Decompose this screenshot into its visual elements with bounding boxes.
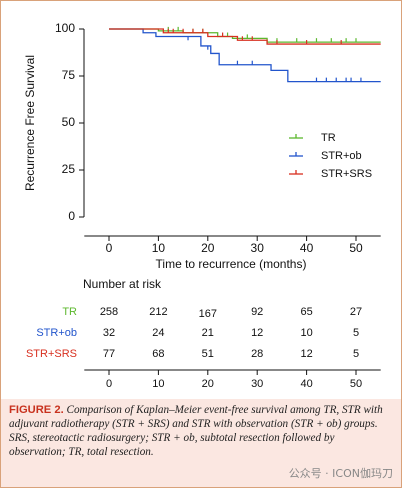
- y-tick-label: 100: [55, 21, 75, 35]
- risk-count: 24: [152, 327, 164, 339]
- watermark: 公众号 · ICON伽玛刀: [288, 467, 393, 480]
- risk-row-label: STR+ob: [36, 327, 77, 339]
- x-label: Time to recurrence (months): [156, 257, 307, 271]
- risk-count: 77: [103, 348, 115, 360]
- caption-text: Comparison of Kaplan–Meier event-free su…: [9, 404, 383, 458]
- risk-row-label: STR+SRS: [26, 348, 77, 360]
- chart: Recurrence Free Survival Time to recurre…: [23, 21, 381, 390]
- risk-row-label: TR: [62, 306, 77, 318]
- survival-curve: [109, 28, 381, 43]
- risk-count: 212: [149, 306, 167, 318]
- risk-count: 12: [300, 348, 312, 360]
- risk-count: 12: [251, 327, 263, 339]
- y-tick-label: 0: [68, 209, 75, 223]
- risk-count: 27: [350, 306, 362, 318]
- risk-count: 32: [103, 327, 115, 339]
- x-tick-label: 50: [349, 241, 363, 255]
- legend-label: TR: [321, 132, 336, 144]
- risk-count: 21: [202, 327, 214, 339]
- risk-count: 68: [152, 348, 164, 360]
- risk-time-label: 20: [202, 378, 214, 390]
- risk-count: 5: [353, 348, 359, 360]
- risk-count: 10: [300, 327, 312, 339]
- risk-time-label: 30: [251, 378, 263, 390]
- risk-count: 167: [199, 308, 217, 320]
- risk-count: 92: [251, 306, 263, 318]
- caption: FIGURE 2. Comparison of Kaplan–Meier eve…: [1, 399, 401, 487]
- risk-count: 5: [353, 327, 359, 339]
- risk-count: 258: [100, 306, 118, 318]
- risk-time-label: 40: [300, 378, 312, 390]
- y-tick-label: 75: [62, 68, 76, 82]
- risk-time-label: 10: [152, 378, 164, 390]
- x-tick-label: 0: [106, 241, 113, 255]
- risk-title: Number at risk: [83, 277, 162, 291]
- y-tick-label: 25: [62, 162, 76, 176]
- legend-label: STR+ob: [321, 150, 362, 162]
- x-tick-label: 20: [201, 241, 215, 255]
- x-tick-label: 30: [251, 241, 265, 255]
- risk-time-label: 50: [350, 378, 362, 390]
- risk-count: 51: [202, 348, 214, 360]
- risk-count: 28: [251, 348, 263, 360]
- risk-time-label: 0: [106, 378, 112, 390]
- y-tick-label: 50: [62, 115, 76, 129]
- risk-count: 65: [300, 306, 312, 318]
- survival-curve: [109, 28, 381, 83]
- y-label: Recurrence Free Survival: [23, 55, 37, 191]
- legend-label: STR+SRS: [321, 168, 372, 180]
- x-tick-label: 40: [300, 241, 314, 255]
- caption-label: FIGURE 2.: [9, 404, 64, 416]
- x-tick-label: 10: [152, 241, 166, 255]
